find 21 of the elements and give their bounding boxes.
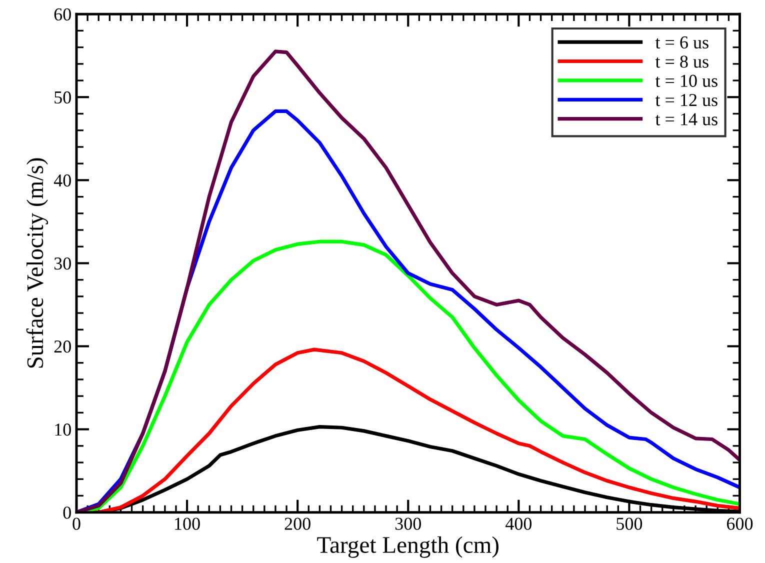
y-axis-title: Surface Velocity (m/s) (26, 158, 48, 368)
x-tick-label: 200 (284, 518, 310, 530)
x-tick-label: 0 (72, 518, 80, 530)
legend-label: t = 6 us (655, 36, 708, 49)
x-tick-label: 100 (175, 518, 200, 530)
y-tick-label: 60 (54, 8, 71, 21)
y-tick-label: 10 (55, 424, 71, 436)
legend-label: t = 10 us (655, 74, 718, 87)
legend-label: t = 8 us (655, 56, 708, 68)
y-tick-label: 50 (54, 91, 71, 104)
x-tick-label: 500 (616, 518, 642, 530)
x-tick-label: 400 (505, 518, 532, 530)
x-tick-label: 600 (726, 518, 753, 530)
y-tick-label: 30 (54, 257, 71, 270)
y-tick-label: 0 (63, 506, 71, 519)
legend-label: t = 12 us (655, 94, 718, 106)
x-tick-label: 300 (395, 518, 421, 530)
legend-label: t = 14 us (655, 113, 718, 126)
y-tick-label: 20 (54, 340, 71, 353)
y-tick-label: 40 (54, 174, 71, 187)
x-axis-title: Target Length (cm) (317, 536, 498, 558)
